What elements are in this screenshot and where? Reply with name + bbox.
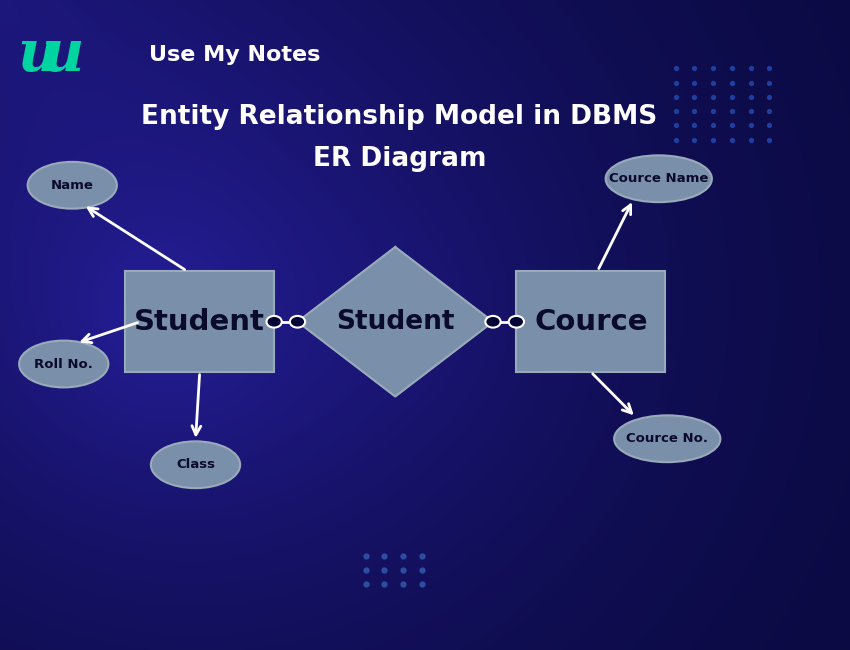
Bar <box>516 272 665 372</box>
Text: Use My Notes: Use My Notes <box>149 46 320 65</box>
Text: ER Diagram: ER Diagram <box>313 146 486 172</box>
Ellipse shape <box>151 441 240 488</box>
Text: Name: Name <box>51 179 94 192</box>
Circle shape <box>290 316 305 328</box>
Circle shape <box>508 316 524 328</box>
Text: u: u <box>17 27 60 83</box>
Ellipse shape <box>605 155 711 202</box>
Ellipse shape <box>614 415 720 462</box>
Ellipse shape <box>28 162 117 209</box>
Text: Class: Class <box>176 458 215 471</box>
Text: u: u <box>41 27 83 83</box>
Text: Entity Relationship Model in DBMS: Entity Relationship Model in DBMS <box>141 104 658 130</box>
Text: Cource Name: Cource Name <box>609 172 708 185</box>
Polygon shape <box>298 247 493 396</box>
Ellipse shape <box>20 341 109 387</box>
Text: Student: Student <box>336 309 455 335</box>
Text: Cource: Cource <box>534 307 648 336</box>
Text: Roll No.: Roll No. <box>34 358 94 370</box>
Circle shape <box>267 316 281 328</box>
Bar <box>126 272 274 372</box>
Text: Student: Student <box>134 307 265 336</box>
Text: Cource No.: Cource No. <box>626 432 708 445</box>
Circle shape <box>485 316 501 328</box>
